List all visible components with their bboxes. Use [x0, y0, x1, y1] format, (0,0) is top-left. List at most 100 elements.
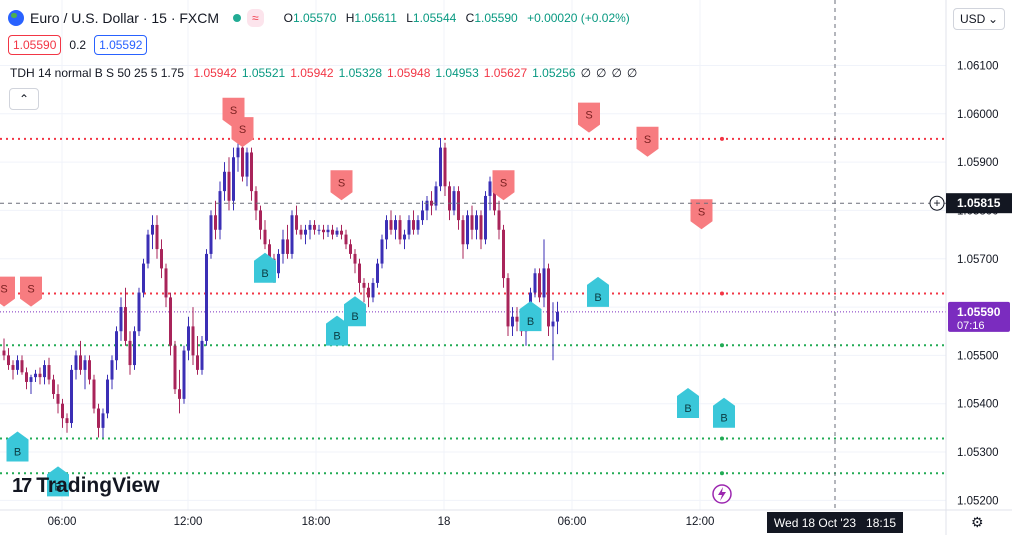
candle-body [299, 229, 303, 235]
candle-body [97, 408, 100, 428]
candle-body [542, 268, 546, 298]
buy-signal: B [713, 397, 735, 428]
candle-body [200, 340, 204, 370]
candle-body [259, 210, 262, 230]
indicator-value: ∅ [580, 66, 592, 80]
logo-text: TradingView [36, 474, 160, 497]
candle-body [515, 316, 519, 322]
level-endpoint [720, 343, 724, 348]
candle-body [133, 331, 136, 366]
candle-body [191, 326, 195, 356]
indicator-name[interactable]: TDH 14 normal B S 50 25 5 1.75 [10, 66, 185, 80]
collapse-legend-button[interactable]: ⌃ [9, 88, 39, 110]
buy-signal-shape [587, 276, 609, 307]
candle-body [511, 316, 514, 327]
candle-body [209, 215, 213, 254]
buy-signal: B [677, 388, 699, 419]
candle-body [403, 234, 406, 240]
sell-signal: S [20, 276, 42, 307]
candle-body [74, 355, 78, 370]
candle-body [349, 244, 352, 254]
tradingview-logo[interactable]: 17 TradingView [12, 474, 160, 498]
candle-body [160, 249, 163, 269]
sell-signal-shape [330, 170, 353, 201]
candle-body [407, 220, 411, 235]
candle-body [61, 403, 64, 419]
candle-body [470, 215, 474, 230]
candle-body [434, 186, 438, 206]
sell-signal-shape [578, 102, 600, 133]
sell-button[interactable]: 1.05590 [8, 35, 62, 55]
candle-body [101, 413, 105, 428]
buy-signal-shape [713, 397, 735, 428]
candle-body [263, 229, 267, 245]
candle-body [142, 263, 145, 293]
sell-signal: S [690, 199, 713, 230]
time-tick-label: 06:00 [558, 516, 587, 528]
signal-label: S [27, 284, 34, 296]
candle-body [371, 282, 375, 298]
open-value: 1.05570 [292, 11, 337, 25]
buy-button[interactable]: 1.05592 [94, 35, 148, 55]
signal-label: B [351, 311, 358, 323]
crosshair-price-box [946, 193, 1012, 214]
candle-body [398, 220, 402, 240]
candle-body [119, 307, 123, 332]
candle-body [155, 224, 159, 250]
candle-body [452, 191, 456, 211]
countdown-label: 07:16 [957, 320, 985, 332]
settings-icon[interactable]: ⚙ [971, 514, 984, 530]
candle-body [173, 345, 177, 390]
candle-body [11, 365, 15, 370]
indicator-levels [0, 136, 946, 476]
candle-body [502, 229, 505, 279]
symbol-title[interactable]: Euro / U.S. Dollar · 15 · FXCM [30, 10, 220, 26]
currency-selector[interactable]: USD ⌄ [953, 8, 1005, 30]
signal-label: S [585, 110, 592, 122]
candle-body [484, 195, 487, 240]
signal-label: S [0, 284, 7, 296]
indicator-value: 1.05942 [193, 66, 237, 80]
sell-signal: S [636, 126, 659, 157]
buy-signal-shape [6, 431, 29, 462]
candle-body [538, 273, 541, 298]
candle-body [308, 224, 312, 230]
sell-signal-shape [690, 199, 713, 230]
candles [2, 137, 559, 438]
symbol-header: Euro / U.S. Dollar · 15 · FXCM ≈ O1.0557… [8, 8, 636, 28]
crosshair-date: Wed 18 Oct '23 [773, 515, 857, 530]
candle-body [317, 229, 321, 231]
candle-body [187, 326, 190, 351]
time-tick-label: 12:00 [174, 516, 203, 528]
candle-body [497, 210, 501, 230]
buy-signal-shape [344, 296, 366, 327]
buy-signal-shape [519, 301, 542, 332]
indicator-value: ∅ [596, 66, 607, 80]
candle-body [322, 229, 325, 233]
sell-signal-shape [492, 170, 515, 201]
candle-body [137, 292, 141, 332]
buy-signal-shape [254, 252, 276, 283]
signal-label: S [338, 177, 345, 189]
buy-signal: B [587, 276, 609, 307]
time-tick-label: 12:00 [686, 516, 715, 528]
candle-body [65, 418, 69, 424]
price-tick-label: 1.05900 [957, 157, 999, 169]
plus-glyph: + [933, 196, 940, 210]
wave-icon[interactable]: ≈ [247, 9, 264, 27]
crosshair-price-label: 1.05815 [957, 196, 1001, 210]
indicator-legend[interactable]: TDH 14 normal B S 50 25 5 1.75 1.05942 1.… [10, 66, 642, 80]
candle-body [7, 355, 10, 366]
candle-body [281, 239, 285, 254]
candle-body [110, 360, 114, 380]
candle-body [353, 253, 357, 264]
candle-body [430, 200, 433, 206]
candle-body [461, 220, 465, 245]
level-endpoint [720, 136, 724, 141]
indicator-value: 1.05521 [241, 66, 286, 80]
market-status-dot[interactable] [233, 14, 242, 22]
chevron-up-icon: ⌃ [18, 92, 30, 106]
candle-body [475, 215, 478, 230]
